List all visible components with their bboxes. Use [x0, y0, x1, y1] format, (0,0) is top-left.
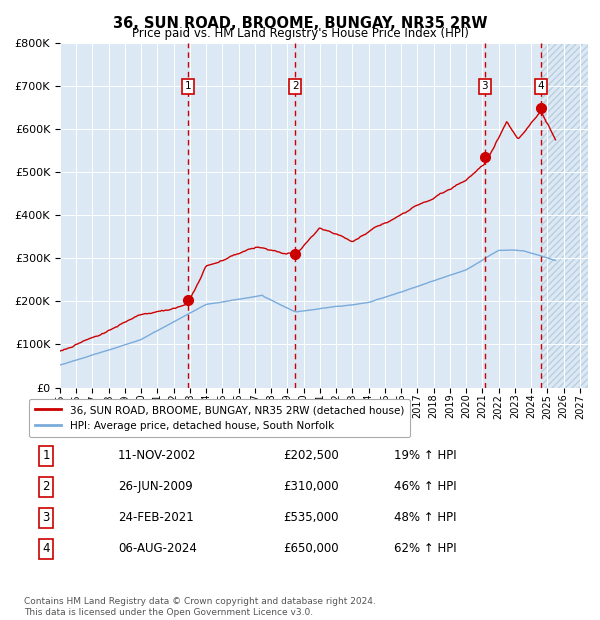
Text: 62% ↑ HPI: 62% ↑ HPI — [394, 542, 457, 555]
Text: 4: 4 — [43, 542, 50, 555]
Text: 3: 3 — [43, 512, 50, 524]
Text: £650,000: £650,000 — [283, 542, 339, 555]
Text: 48% ↑ HPI: 48% ↑ HPI — [394, 512, 457, 524]
Text: £202,500: £202,500 — [283, 450, 339, 462]
Text: 2: 2 — [292, 81, 299, 91]
Text: 46% ↑ HPI: 46% ↑ HPI — [394, 480, 457, 493]
Legend: 36, SUN ROAD, BROOME, BUNGAY, NR35 2RW (detached house), HPI: Average price, det: 36, SUN ROAD, BROOME, BUNGAY, NR35 2RW (… — [29, 399, 410, 437]
Text: 24-FEB-2021: 24-FEB-2021 — [118, 512, 194, 524]
Text: Contains HM Land Registry data © Crown copyright and database right 2024.
This d: Contains HM Land Registry data © Crown c… — [24, 598, 376, 617]
Text: 06-AUG-2024: 06-AUG-2024 — [118, 542, 197, 555]
Text: Price paid vs. HM Land Registry's House Price Index (HPI): Price paid vs. HM Land Registry's House … — [131, 27, 469, 40]
Text: 3: 3 — [482, 81, 488, 91]
Text: £310,000: £310,000 — [283, 480, 339, 493]
Text: 11-NOV-2002: 11-NOV-2002 — [118, 450, 196, 462]
Text: 1: 1 — [185, 81, 191, 91]
Text: 4: 4 — [538, 81, 544, 91]
Text: £535,000: £535,000 — [283, 512, 339, 524]
Text: 19% ↑ HPI: 19% ↑ HPI — [394, 450, 457, 462]
Text: 36, SUN ROAD, BROOME, BUNGAY, NR35 2RW: 36, SUN ROAD, BROOME, BUNGAY, NR35 2RW — [113, 16, 487, 30]
Text: 26-JUN-2009: 26-JUN-2009 — [118, 480, 193, 493]
Text: 2: 2 — [43, 480, 50, 493]
Text: 1: 1 — [43, 450, 50, 462]
